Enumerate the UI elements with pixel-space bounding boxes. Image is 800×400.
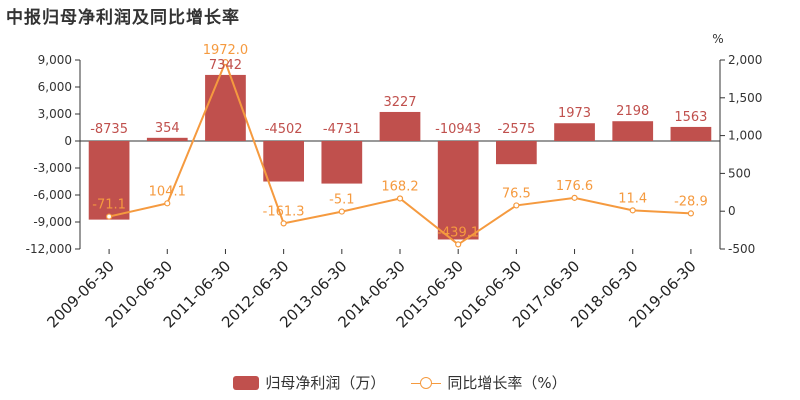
line-point	[455, 241, 462, 248]
bar-value-label: 3227	[383, 95, 416, 110]
line-point	[396, 195, 404, 202]
line-value-label: -161.3	[263, 204, 305, 219]
bar-value-label: -2575	[497, 122, 535, 137]
legend-bar-label: 归母净利润（万）	[265, 374, 386, 392]
bar	[670, 126, 712, 141]
right-tick-label: 2,000	[728, 53, 762, 67]
bar-value-label: -4502	[265, 122, 303, 137]
right-tick-label: 0	[728, 204, 736, 218]
bar-value-label: -8735	[90, 122, 128, 137]
bar-value-label: 7342	[209, 58, 242, 73]
bar	[496, 141, 537, 165]
bar	[146, 137, 188, 141]
line-value-label: -439.1	[437, 225, 479, 240]
right-tick-label: 500	[728, 166, 751, 180]
line-value-label: 1972.0	[203, 43, 249, 58]
bar-value-label: -4731	[323, 122, 361, 137]
line-value-label: -5.1	[329, 193, 354, 208]
line-value-label: 11.4	[618, 191, 647, 206]
left-tick-label: -3,000	[33, 161, 72, 175]
bar	[554, 123, 595, 141]
legend-line-swatch	[411, 376, 442, 390]
bar	[263, 141, 304, 182]
line-point	[571, 194, 578, 201]
line-value-label: 168.2	[381, 179, 418, 194]
left-tick-label: -6,000	[33, 188, 72, 202]
labels-group: -8735 354 7342 -4502 -4731 3227 -10943 -2575 197…	[90, 43, 708, 240]
right-tick-label: 1,000	[728, 129, 762, 143]
line-value-label: -71.1	[92, 198, 126, 213]
legend-line-label: 同比增长率（%）	[447, 374, 567, 392]
legend-item-bar[interactable]: 归母净利润（万）	[233, 372, 385, 393]
line-value-label: 76.5	[502, 186, 531, 201]
left-tick-label: -12,000	[26, 242, 72, 256]
line-point	[164, 200, 171, 207]
right-tick-label: -500	[728, 242, 755, 256]
left-tick-label: 3,000	[38, 107, 72, 121]
left-tick-label: 9,000	[38, 53, 72, 67]
growth-line	[108, 59, 691, 246]
bar	[612, 121, 654, 141]
bars-group	[88, 74, 712, 240]
line-point	[105, 213, 113, 220]
bar-value-label: 2198	[616, 104, 649, 119]
bar-value-label: 1973	[558, 106, 591, 121]
line-value-label: 104.1	[149, 184, 186, 199]
line-point	[338, 208, 345, 215]
line-point	[687, 210, 695, 217]
line-value-label: -28.9	[674, 194, 708, 209]
chart-title: 中报归母净利润及同比增长率	[6, 8, 240, 28]
line-point	[513, 202, 520, 209]
bar	[321, 141, 363, 184]
right-axis-unit: %	[712, 32, 723, 46]
bar-value-label: 354	[155, 121, 180, 136]
left-tick-label: 0	[64, 134, 72, 148]
legend-item-line[interactable]: 同比增长率（%）	[411, 372, 567, 393]
bar	[437, 141, 479, 240]
line-point	[280, 220, 287, 227]
line-value-label: 176.6	[556, 179, 593, 194]
line-group	[105, 59, 695, 248]
left-tick-label: 6,000	[38, 80, 72, 94]
line-point	[222, 59, 229, 66]
bar	[205, 74, 246, 141]
right-tick-label: 1,500	[728, 91, 762, 105]
legend-bar-swatch	[233, 375, 260, 390]
line-point	[629, 207, 636, 214]
legend: 归母净利润（万） 同比增长率（%）	[0, 372, 800, 393]
bar	[88, 141, 130, 220]
bar	[379, 111, 421, 141]
bar-value-label: -10943	[435, 122, 481, 137]
bar-value-label: 1563	[674, 110, 707, 125]
left-tick-label: -9,000	[33, 215, 72, 229]
